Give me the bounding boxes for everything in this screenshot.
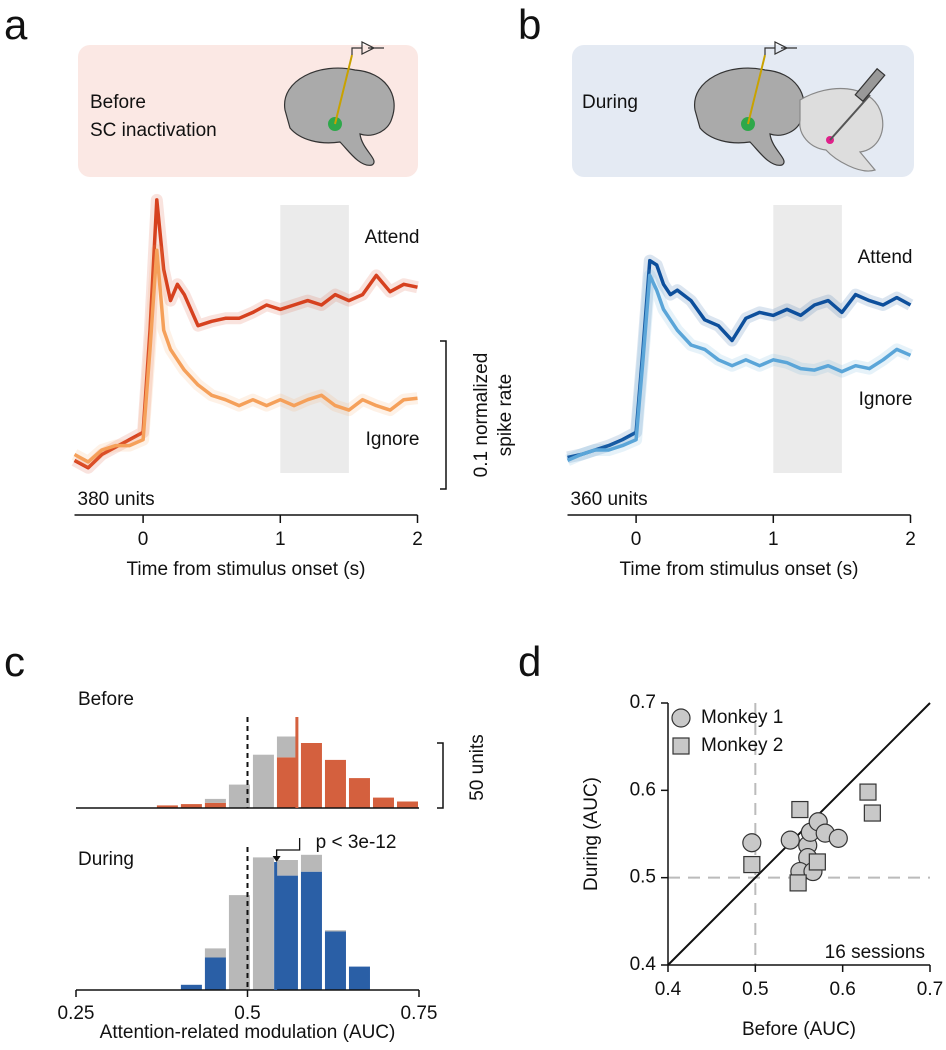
y-tick-label: 0.7 bbox=[630, 692, 656, 713]
scatter-point bbox=[743, 855, 761, 874]
arrowhead bbox=[272, 856, 281, 862]
panel-letter: c bbox=[4, 638, 25, 685]
y-tick-label: 0.6 bbox=[630, 779, 656, 800]
scatter-point bbox=[742, 833, 762, 853]
y-tick-label: 0.4 bbox=[630, 954, 657, 975]
header-text: Before bbox=[90, 92, 146, 113]
x-tick-label: 2 bbox=[412, 529, 423, 550]
significance-bracket bbox=[275, 838, 301, 858]
scale-bar-label: 0.1 normalized bbox=[471, 353, 492, 478]
scatter-point bbox=[791, 800, 809, 819]
x-tick-label: 1 bbox=[275, 529, 286, 550]
histogram-bar bbox=[276, 757, 298, 808]
panel-letter: a bbox=[4, 1, 28, 48]
series-label: Ignore bbox=[366, 429, 420, 450]
subplot-label: During bbox=[78, 849, 134, 870]
legend-label: Monkey 1 bbox=[701, 707, 783, 728]
histogram-bar bbox=[324, 930, 346, 932]
scatter-point bbox=[789, 874, 807, 892]
histogram-bar bbox=[324, 931, 346, 990]
histogram-bar bbox=[276, 736, 298, 758]
series-label: Attend bbox=[365, 227, 420, 248]
y-tick-label: 0.5 bbox=[630, 867, 656, 888]
x-tick-label: 0.25 bbox=[58, 1003, 95, 1024]
header-text: SC inactivation bbox=[90, 120, 217, 141]
x-tick-label: 2 bbox=[905, 529, 916, 550]
series-label: Ignore bbox=[859, 389, 913, 410]
histogram-bar bbox=[204, 802, 226, 808]
unit-count: 360 units bbox=[571, 489, 648, 510]
y-axis-label: During (AUC) bbox=[581, 777, 602, 891]
scale-bar-label: 50 units bbox=[467, 734, 488, 801]
scatter-point bbox=[808, 853, 826, 871]
session-count: 16 sessions bbox=[825, 942, 925, 963]
x-axis-label: Time from stimulus onset (s) bbox=[620, 559, 859, 580]
shaded-window bbox=[773, 205, 842, 473]
x-axis-label: Before (AUC) bbox=[742, 1019, 856, 1040]
legend-marker bbox=[671, 708, 691, 728]
histogram-bar bbox=[180, 804, 202, 808]
x-tick-label: 0.75 bbox=[401, 1003, 438, 1024]
scale-bar-label: spike rate bbox=[495, 374, 516, 456]
histogram-bar bbox=[252, 857, 274, 990]
histogram-bar bbox=[228, 784, 250, 808]
histogram-bar bbox=[276, 875, 298, 990]
histogram-bar bbox=[300, 743, 322, 808]
scatter-point bbox=[828, 828, 848, 848]
x-tick-label: 0.5 bbox=[742, 979, 768, 1000]
x-axis-label: Time from stimulus onset (s) bbox=[127, 559, 366, 580]
histogram-bar bbox=[204, 798, 226, 803]
x-tick-label: 0.6 bbox=[829, 979, 855, 1000]
histogram-bar bbox=[348, 966, 370, 990]
series-line bbox=[73, 198, 418, 470]
histogram-bar bbox=[204, 948, 226, 958]
scale-bar bbox=[437, 742, 444, 809]
series-line bbox=[567, 258, 912, 460]
histogram-bar bbox=[396, 801, 418, 808]
histogram-bar bbox=[276, 860, 298, 876]
x-tick-label: 0.5 bbox=[234, 1003, 260, 1024]
x-tick-label: 0 bbox=[631, 529, 642, 550]
legend-label: Monkey 2 bbox=[701, 735, 783, 756]
histogram-bar bbox=[324, 759, 346, 808]
histogram-bar bbox=[372, 797, 394, 808]
header-text: During bbox=[582, 92, 638, 113]
series-label: Attend bbox=[858, 247, 913, 268]
panel-letter: d bbox=[518, 638, 541, 685]
scatter-point bbox=[780, 830, 800, 850]
x-tick-label: 0.4 bbox=[655, 979, 682, 1000]
shaded-window bbox=[280, 205, 349, 473]
histogram-bar bbox=[300, 871, 322, 990]
histogram-bar bbox=[300, 854, 322, 872]
histogram-bar bbox=[156, 805, 178, 808]
scale-bar bbox=[440, 340, 447, 490]
x-tick-label: 1 bbox=[768, 529, 779, 550]
x-tick-label: 0.7 bbox=[917, 979, 943, 1000]
series-line bbox=[566, 273, 912, 463]
identity-line bbox=[667, 702, 931, 966]
histogram-bar bbox=[228, 895, 250, 990]
brain-illustration bbox=[284, 41, 395, 166]
p-value: p < 3e-12 bbox=[316, 832, 397, 853]
subplot-label: Before bbox=[78, 689, 134, 710]
histogram-bar bbox=[348, 778, 370, 808]
unit-count: 380 units bbox=[78, 489, 155, 510]
scatter-point bbox=[859, 783, 877, 801]
x-tick-label: 0 bbox=[138, 529, 149, 550]
scatter-point bbox=[863, 804, 881, 822]
series-line bbox=[73, 248, 418, 464]
brain-illustration bbox=[694, 41, 886, 172]
legend-marker bbox=[672, 737, 690, 755]
x-axis-label: Attention-related modulation (AUC) bbox=[100, 1022, 396, 1043]
histogram-bar bbox=[252, 754, 274, 808]
histogram-bar bbox=[180, 984, 202, 990]
panel-letter: b bbox=[518, 1, 541, 48]
histogram-bar bbox=[204, 957, 226, 990]
